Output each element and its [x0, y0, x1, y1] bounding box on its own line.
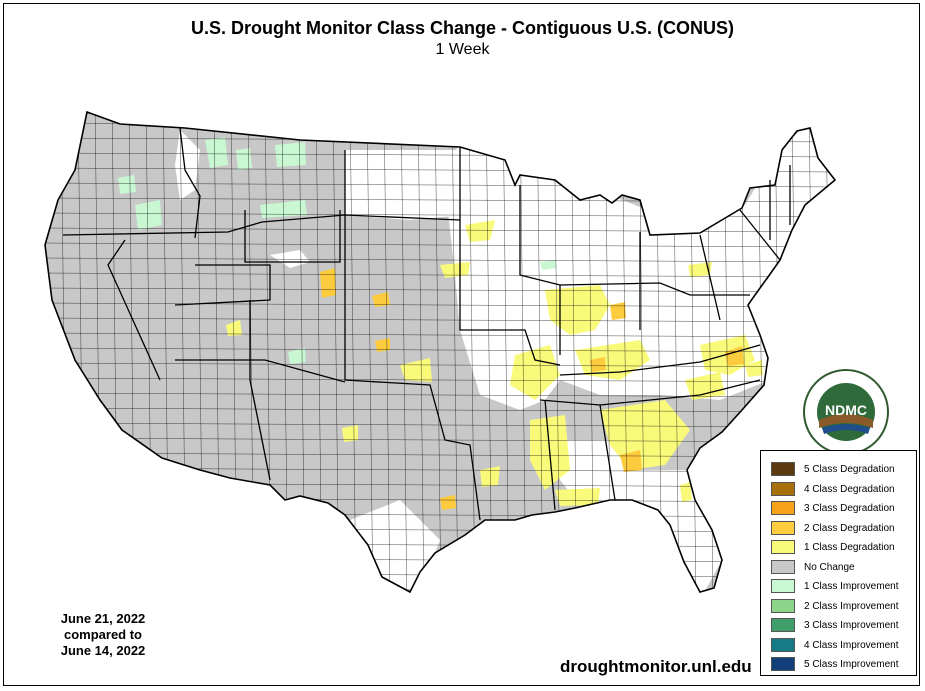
- legend-item: No Change: [771, 560, 855, 574]
- state-borders: [62, 127, 791, 521]
- no-change-free-midwest-east: [445, 125, 835, 410]
- legend-label: 2 Class Degradation: [804, 522, 895, 534]
- legend-label: 5 Class Degradation: [804, 463, 895, 475]
- legend-swatch: [771, 521, 795, 535]
- legend-swatch: [771, 638, 795, 652]
- legend-swatch: [771, 482, 795, 496]
- logo-center-text: NDMC: [825, 402, 867, 418]
- legend-label: 4 Class Improvement: [804, 639, 899, 651]
- legend-item: 4 Class Degradation: [771, 482, 895, 496]
- date-current: June 21, 2022: [60, 611, 146, 626]
- legend-swatch: [771, 618, 795, 632]
- date-compared-to: compared to: [63, 627, 142, 642]
- legend-swatch: [771, 560, 795, 574]
- legend-label: No Change: [804, 561, 855, 573]
- legend-item: 1 Class Degradation: [771, 540, 895, 554]
- legend-swatch: [771, 540, 795, 554]
- legend-swatch: [771, 657, 795, 671]
- legend-item: 3 Class Improvement: [771, 618, 898, 632]
- improvement-1-areas: [118, 137, 556, 364]
- legend-item: 3 Class Degradation: [771, 501, 895, 515]
- legend-swatch: [771, 599, 795, 613]
- legend-label: 1 Class Degradation: [804, 541, 895, 553]
- date-previous: June 14, 2022: [60, 643, 146, 658]
- source-url[interactable]: droughtmonitor.unl.edu: [560, 657, 752, 676]
- legend-item: 1 Class Improvement: [771, 579, 898, 593]
- legend-label: 4 Class Degradation: [804, 483, 895, 495]
- legend-label: 1 Class Improvement: [804, 580, 899, 592]
- legend-label: 2 Class Improvement: [804, 600, 899, 612]
- legend-label: 3 Class Improvement: [804, 619, 899, 631]
- legend-swatch: [771, 462, 795, 476]
- legend-swatch: [771, 579, 795, 593]
- map-subtitle: 1 Week: [435, 41, 490, 58]
- legend-swatch: [771, 501, 795, 515]
- map-title: U.S. Drought Monitor Class Change - Cont…: [191, 18, 734, 38]
- legend-item: 4 Class Improvement: [771, 638, 898, 652]
- no-change-free-wyoming: [270, 250, 310, 268]
- no-change-free-south-texas: [350, 500, 440, 590]
- legend-label: 5 Class Improvement: [804, 658, 899, 670]
- ndmc-logo: NDMC: [803, 369, 889, 455]
- legend-item: 5 Class Improvement: [771, 657, 898, 671]
- legend-item: 5 Class Degradation: [771, 462, 895, 476]
- legend-box: 5 Class Degradation 4 Class Degradation …: [760, 450, 917, 676]
- map-regions: [45, 112, 835, 592]
- legend-item: 2 Class Degradation: [771, 521, 895, 535]
- no-change-free-montana: [175, 130, 200, 200]
- date-block: June 21, 2022 compared to June 14, 2022: [28, 611, 178, 659]
- legend-item: 2 Class Improvement: [771, 599, 898, 613]
- legend-label: 3 Class Degradation: [804, 502, 895, 514]
